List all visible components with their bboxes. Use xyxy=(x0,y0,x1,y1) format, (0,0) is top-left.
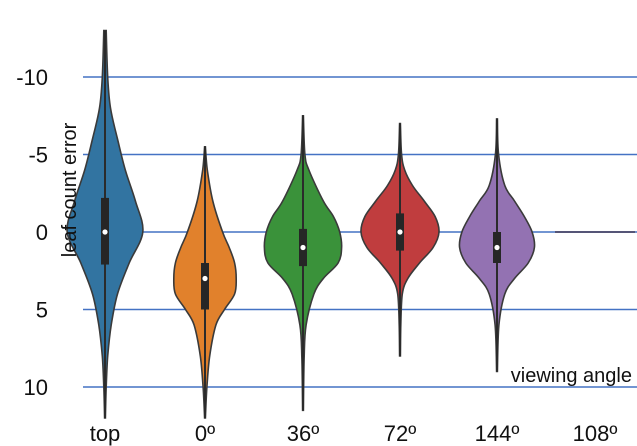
x-tick-label: 108º xyxy=(573,421,618,446)
violin-1 xyxy=(172,146,238,419)
violin-median xyxy=(397,229,403,235)
x-tick-label: 36º xyxy=(287,421,320,446)
y-tick-label: 10 xyxy=(24,375,48,400)
y-tick-label: 0 xyxy=(36,220,48,245)
violin-2 xyxy=(263,115,343,412)
x-axis-label: viewing angle xyxy=(511,365,632,387)
y-axis-label: leaf count error xyxy=(59,122,81,257)
violin-median xyxy=(494,244,500,251)
x-tick-label: top xyxy=(90,421,121,446)
x-tick-label: 0º xyxy=(195,421,215,446)
y-tick-label: 5 xyxy=(36,298,48,323)
x-tick-label: 72º xyxy=(384,421,417,446)
gridlines xyxy=(83,76,637,388)
x-tick-labels: top 0º 36º 72º 144º 108º xyxy=(90,421,618,446)
violin-4 xyxy=(458,118,536,373)
violin-0 xyxy=(66,29,144,419)
x-tick-label: 144º xyxy=(475,421,520,446)
violin-iqr-box xyxy=(201,263,209,310)
y-tick-labels: -10 -5 0 5 10 xyxy=(16,65,48,400)
violin-median xyxy=(300,244,306,251)
violin-3 xyxy=(360,122,440,357)
violin-median xyxy=(102,229,108,235)
y-tick-label: -10 xyxy=(16,65,48,90)
violin-median xyxy=(202,275,208,282)
y-tick-label: -5 xyxy=(28,143,48,168)
violins xyxy=(66,29,635,419)
